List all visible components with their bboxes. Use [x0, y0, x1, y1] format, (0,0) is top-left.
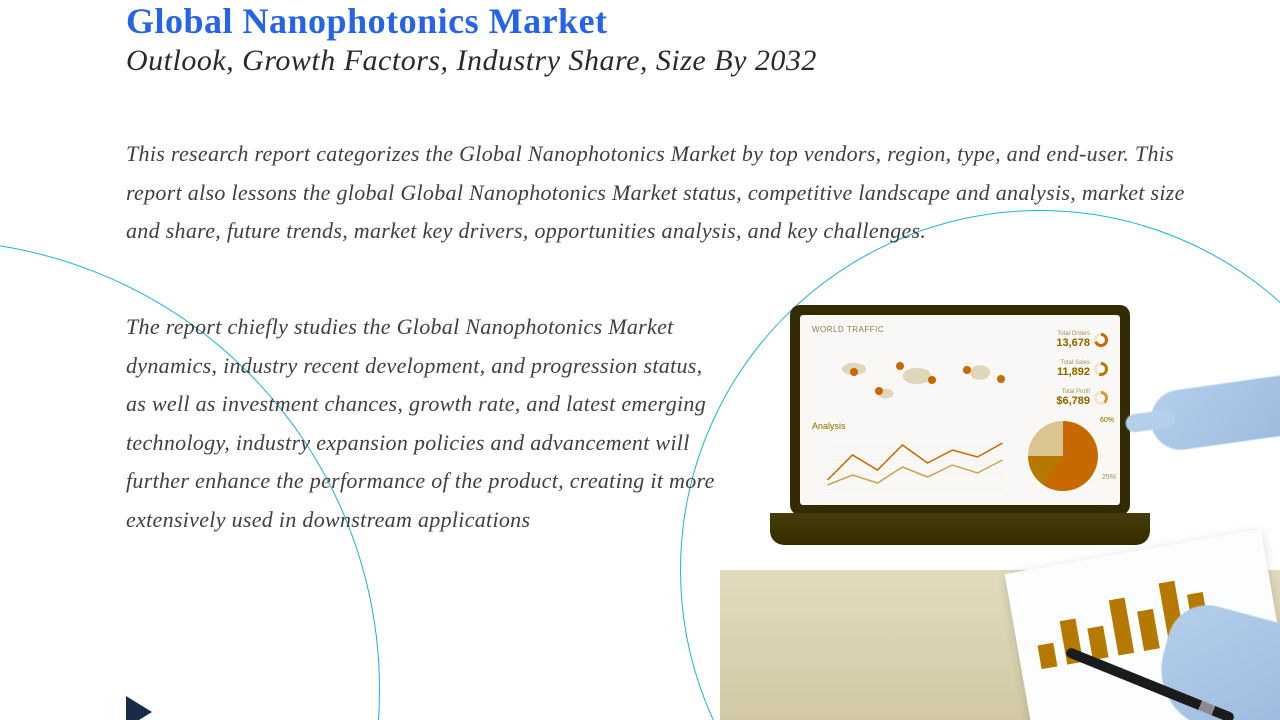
- pointing-finger: [1125, 409, 1177, 434]
- dashboard-top-row: WORLD TRAFFIC Total Orders13,678 Total Sa…: [812, 325, 1108, 413]
- title-block: Global Nanophotonics Market Outlook, Gro…: [126, 0, 1146, 78]
- mini-donut-icon: [1094, 391, 1108, 405]
- stat-row: Total Profit$6,789: [1030, 389, 1108, 407]
- laptop-screen: WORLD TRAFFIC Total Orders13,678 Total Sa…: [800, 315, 1120, 505]
- laptop: WORLD TRAFFIC Total Orders13,678 Total Sa…: [790, 305, 1130, 545]
- analysis-line-chart: Analysis: [812, 421, 1018, 495]
- stat-value: 13,678: [1030, 337, 1090, 349]
- map-hotspot: [928, 376, 936, 384]
- pie-pct-2: 25%: [1102, 474, 1116, 481]
- pointing-hand: [1147, 366, 1280, 453]
- paper-bar: [1109, 598, 1134, 656]
- pie-chart-box: 60% 25%: [1028, 421, 1108, 495]
- line-chart-svg: [812, 435, 1018, 490]
- stat-row: Total Orders13,678: [1030, 331, 1108, 349]
- mini-donut-icon: [1094, 333, 1108, 347]
- paragraph-1: This research report categorizes the Glo…: [126, 135, 1186, 251]
- analysis-label: Analysis: [812, 421, 1018, 431]
- paragraph-2: The report chiefly studies the Global Na…: [126, 308, 716, 539]
- page-title: Global Nanophotonics Market: [126, 0, 1146, 42]
- mini-donut-icon: [1094, 362, 1108, 376]
- stats-panel: Total Orders13,678 Total Sales11,892 Total…: [1030, 325, 1108, 413]
- map-hotspot: [997, 375, 1005, 383]
- page-subtitle: Outlook, Growth Factors, Industry Share,…: [126, 44, 1146, 78]
- map-hotspot: [896, 362, 904, 370]
- paper-bar: [1137, 609, 1160, 651]
- map-graphic: [812, 341, 1022, 411]
- pie-chart: [1028, 421, 1098, 491]
- map-hotspot: [850, 368, 858, 376]
- map-label: WORLD TRAFFIC: [812, 325, 1022, 334]
- illustration-photo: WORLD TRAFFIC Total Orders13,678 Total Sa…: [720, 295, 1280, 720]
- logo-triangle-icon: [126, 696, 152, 720]
- dashboard-bottom-row: Analysis 60% 25%: [812, 421, 1108, 495]
- laptop-base: [770, 513, 1150, 545]
- laptop-bezel: WORLD TRAFFIC Total Orders13,678 Total Sa…: [790, 305, 1130, 515]
- map-hotspot: [963, 366, 971, 374]
- stat-value: 11,892: [1030, 366, 1090, 378]
- stat-row: Total Sales11,892: [1030, 360, 1108, 378]
- stat-value: $6,789: [1030, 395, 1090, 407]
- map-hotspot: [875, 387, 883, 395]
- paper-bar: [1038, 643, 1058, 669]
- pie-pct-1: 60%: [1100, 417, 1114, 424]
- world-traffic-map: WORLD TRAFFIC: [812, 325, 1022, 413]
